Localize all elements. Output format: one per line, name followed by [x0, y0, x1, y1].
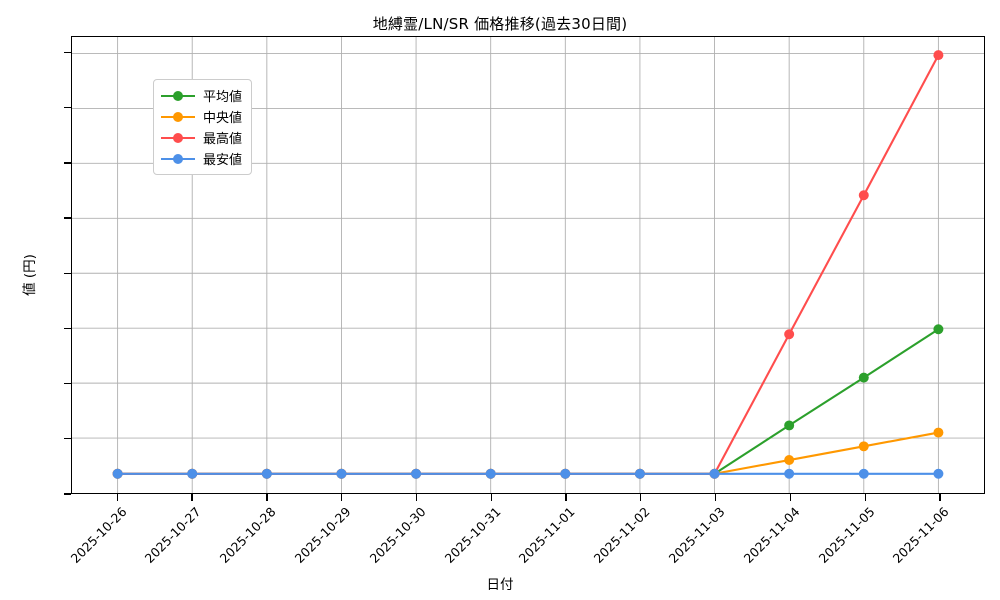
data-point — [858, 468, 869, 479]
legend-swatch-icon — [161, 89, 195, 103]
x-axis-tick — [490, 494, 492, 501]
x-axis-tick — [565, 494, 567, 501]
data-point — [858, 190, 869, 201]
x-axis-tick — [939, 494, 941, 501]
data-point — [858, 372, 869, 383]
x-axis-tick — [266, 494, 268, 501]
legend-item[interactable]: 最安値 — [161, 148, 242, 169]
legend-swatch-icon — [161, 131, 195, 145]
legend-item-label: 中央値 — [203, 111, 243, 126]
data-point — [858, 441, 869, 452]
plot-area: 平均値中央値最高値最安値 — [71, 36, 985, 494]
data-point — [784, 329, 795, 340]
data-point — [560, 468, 571, 479]
data-series — [112, 427, 944, 479]
legend-item[interactable]: 中央値 — [161, 106, 242, 127]
data-point — [933, 468, 944, 479]
x-axis-tick — [789, 494, 792, 501]
legend-swatch-icon — [161, 110, 195, 124]
legend-item[interactable]: 平均値 — [161, 85, 242, 106]
y-axis-tick — [64, 51, 71, 54]
x-axis-tick — [714, 494, 717, 501]
data-point — [784, 420, 795, 431]
x-axis-tick — [864, 494, 866, 501]
x-axis-label: 日付 — [486, 577, 514, 593]
y-axis-tick — [64, 327, 71, 330]
legend-item[interactable]: 最高値 — [161, 127, 242, 148]
y-axis-tick — [64, 162, 71, 164]
data-point — [112, 468, 123, 479]
legend-item-label: 最安値 — [203, 153, 243, 168]
x-axis-tick — [640, 494, 642, 501]
grid-lines — [72, 37, 984, 493]
data-point — [187, 468, 198, 479]
x-axis-tick — [415, 494, 418, 501]
y-axis-tick — [64, 382, 71, 385]
data-point — [784, 455, 795, 466]
y-axis-tick — [64, 438, 71, 440]
y-axis-tick — [64, 272, 71, 274]
data-point — [709, 468, 720, 479]
data-series-layer — [112, 50, 944, 479]
y-axis-tick — [64, 217, 71, 219]
y-axis-tick — [64, 493, 71, 495]
legend-swatch-icon — [161, 152, 195, 166]
data-point — [784, 468, 795, 479]
data-point — [411, 468, 422, 479]
data-point — [485, 468, 496, 479]
x-axis-tick — [191, 494, 193, 501]
legend-item-label: 平均値 — [203, 90, 243, 105]
data-point — [933, 324, 944, 335]
data-point — [933, 427, 944, 438]
data-point — [261, 468, 272, 479]
x-axis-tick — [341, 494, 343, 501]
y-axis-tick — [64, 107, 71, 109]
chart-title: 地縛霊/LN/SR 価格推移(過去30日間) — [372, 15, 628, 33]
data-series — [112, 468, 944, 479]
chart-legend[interactable]: 平均値中央値最高値最安値 — [153, 79, 253, 175]
data-point — [336, 468, 347, 479]
legend-item-label: 最高値 — [203, 132, 243, 147]
x-axis-tick — [116, 494, 118, 501]
data-point — [933, 50, 944, 61]
data-point — [634, 468, 645, 479]
